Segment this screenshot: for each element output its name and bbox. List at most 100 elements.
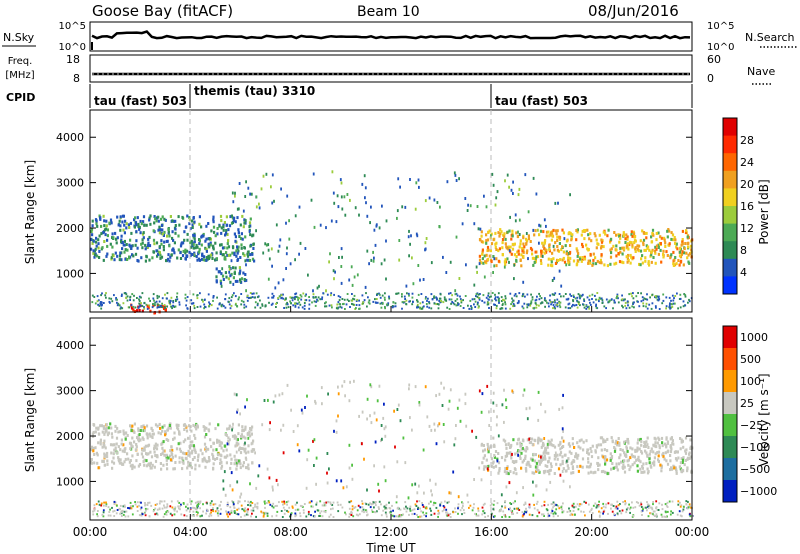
echo-cell (319, 223, 322, 227)
echo-cell (119, 458, 122, 462)
echo-cell (576, 503, 579, 506)
echo-cell (551, 510, 554, 513)
echo-cell (611, 440, 614, 444)
echo-cell (406, 292, 408, 295)
echo-cell (561, 406, 564, 410)
echo-cell (590, 507, 593, 510)
echo-cell (277, 483, 279, 487)
echo-cell (227, 436, 230, 440)
echo-cell (557, 201, 559, 205)
echo-cell (637, 292, 639, 294)
echo-cell (494, 293, 496, 296)
echo-cell (262, 511, 265, 514)
echo-cell (399, 508, 402, 511)
echo-cell (130, 507, 133, 510)
echo-cell (304, 294, 307, 297)
echo-cell (361, 510, 364, 513)
echo-cell (559, 306, 562, 309)
echo-cell (156, 294, 159, 297)
echo-cell (477, 514, 480, 517)
echo-cell (153, 509, 155, 511)
echo-cell (327, 501, 329, 504)
echo-cell (114, 446, 117, 450)
echo-cell (123, 239, 126, 243)
echo-cell (595, 305, 597, 308)
echo-cell (196, 506, 199, 509)
echo-cell (203, 255, 206, 259)
echo-cell (314, 304, 317, 307)
echo-cell (243, 221, 246, 225)
echo-cell (680, 259, 683, 263)
echo-cell (205, 508, 208, 511)
echo-cell (258, 206, 261, 210)
echo-cell (651, 508, 654, 511)
echo-cell (190, 239, 193, 243)
echo-cell (325, 305, 328, 308)
echo-cell (529, 240, 532, 243)
echo-cell (240, 246, 243, 250)
y-tick-label: 4000 (56, 131, 84, 144)
echo-cell (409, 242, 411, 246)
echo-cell (388, 507, 391, 509)
echo-cell (153, 444, 156, 448)
echo-cell (236, 408, 239, 412)
echo-cell (618, 510, 621, 513)
echo-cell (473, 503, 475, 506)
echo-cell (125, 510, 128, 513)
echo-cell (652, 450, 655, 454)
echo-cell (245, 180, 247, 184)
echo-cell (477, 301, 479, 304)
echo-cell (208, 237, 211, 240)
echo-cell (522, 242, 525, 246)
echo-cell (613, 231, 616, 234)
echo-cell (254, 306, 257, 309)
echo-cell (411, 428, 413, 432)
echo-cell (213, 230, 216, 234)
colorbar-swatch (723, 348, 737, 371)
echo-cell (252, 509, 255, 512)
echo-cell (92, 510, 94, 513)
echo-cell (103, 444, 106, 448)
y-tick-label: 3000 (56, 385, 84, 398)
echo-cell (120, 234, 123, 238)
echo-cell (606, 264, 609, 268)
echo-cell (591, 263, 594, 267)
echo-cell (204, 465, 207, 469)
echo-cell (434, 428, 436, 432)
echo-cell (377, 506, 380, 509)
echo-cell (412, 282, 415, 286)
echo-cell (576, 228, 579, 232)
echo-cell (588, 298, 591, 301)
echo-cell (111, 232, 114, 236)
echo-cell (221, 253, 224, 257)
nsky-strip-frame (89, 21, 693, 52)
echo-cell (508, 185, 510, 189)
echo-cell (270, 185, 272, 189)
echo-cell (233, 292, 235, 295)
echo-cell (128, 441, 132, 445)
echo-cell (543, 454, 546, 458)
echo-cell (357, 504, 360, 507)
echo-cell (117, 458, 120, 462)
echo-cell (509, 451, 512, 455)
echo-cell (244, 500, 246, 503)
echo-cell (454, 299, 457, 302)
echo-cell (552, 257, 555, 261)
echo-cell (267, 500, 270, 502)
echo-cell (407, 235, 410, 239)
echo-cell (103, 432, 106, 436)
echo-cell (98, 304, 101, 307)
echo-cell (116, 215, 119, 219)
echo-cell (214, 503, 217, 506)
echo-cell (514, 468, 517, 472)
echo-cell (328, 304, 331, 307)
echo-cell (625, 244, 628, 248)
echo-cell (232, 282, 235, 286)
echo-cell (219, 252, 222, 255)
echo-cell (351, 302, 353, 305)
echo-cell (675, 468, 678, 471)
velocity-colorbar-label: Velocity [m s⁻¹] (757, 373, 771, 466)
echo-cell (210, 511, 212, 514)
echo-cell (589, 447, 592, 450)
echo-cell (442, 505, 445, 507)
